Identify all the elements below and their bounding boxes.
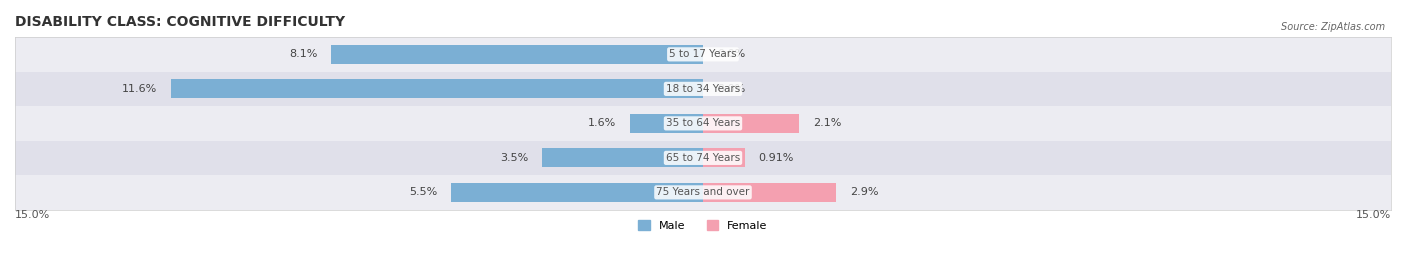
Bar xyxy=(15,175,1391,210)
Bar xyxy=(15,106,1391,141)
Text: 35 to 64 Years: 35 to 64 Years xyxy=(666,118,740,128)
Bar xyxy=(630,114,703,133)
Text: 65 to 74 Years: 65 to 74 Years xyxy=(666,153,740,163)
Text: 5.5%: 5.5% xyxy=(409,187,437,197)
Text: 15.0%: 15.0% xyxy=(15,210,51,220)
Text: 2.1%: 2.1% xyxy=(813,118,841,128)
Bar xyxy=(543,148,703,167)
Text: 0.91%: 0.91% xyxy=(758,153,794,163)
Legend: Male, Female: Male, Female xyxy=(634,215,772,235)
Text: Source: ZipAtlas.com: Source: ZipAtlas.com xyxy=(1281,22,1385,32)
Text: 15.0%: 15.0% xyxy=(1355,210,1391,220)
Bar xyxy=(703,114,800,133)
Bar xyxy=(172,79,703,98)
Text: 1.6%: 1.6% xyxy=(588,118,616,128)
Bar xyxy=(15,141,1391,175)
Text: 3.5%: 3.5% xyxy=(501,153,529,163)
Bar xyxy=(332,45,703,64)
Bar xyxy=(451,183,703,202)
Bar xyxy=(15,37,1391,72)
Text: 0.0%: 0.0% xyxy=(717,49,745,59)
Text: 5 to 17 Years: 5 to 17 Years xyxy=(669,49,737,59)
Bar xyxy=(15,72,1391,106)
Text: 2.9%: 2.9% xyxy=(849,187,879,197)
Text: DISABILITY CLASS: COGNITIVE DIFFICULTY: DISABILITY CLASS: COGNITIVE DIFFICULTY xyxy=(15,15,344,29)
Text: 0.0%: 0.0% xyxy=(717,84,745,94)
Text: 18 to 34 Years: 18 to 34 Years xyxy=(666,84,740,94)
Bar xyxy=(703,183,837,202)
Text: 11.6%: 11.6% xyxy=(122,84,157,94)
Text: 8.1%: 8.1% xyxy=(290,49,318,59)
Text: 75 Years and over: 75 Years and over xyxy=(657,187,749,197)
Bar xyxy=(703,148,745,167)
